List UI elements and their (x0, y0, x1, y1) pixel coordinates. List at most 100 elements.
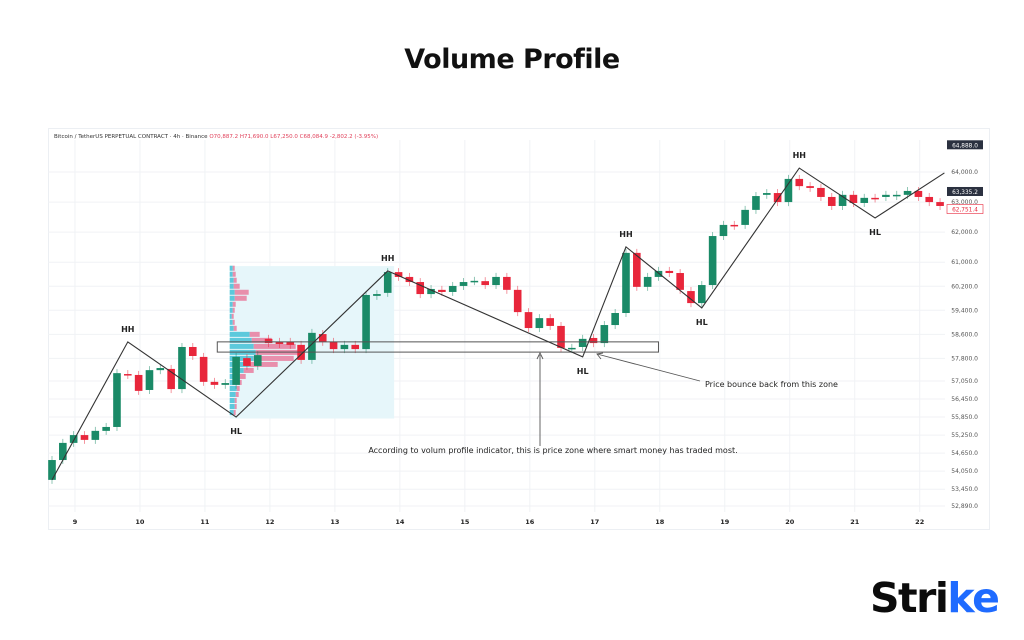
candle-down (286, 341, 295, 345)
x-tick-label: 21 (850, 518, 860, 526)
candle-down (188, 346, 197, 357)
volume-profile-bar-down (251, 337, 272, 343)
volume-profile-bar-up (229, 265, 233, 271)
candle-down (405, 276, 414, 283)
candle-up (102, 426, 110, 431)
volume-profile-bar-down (249, 331, 260, 337)
swing-label-hh: HH (381, 254, 394, 263)
annotation-price-bounce: Price bounce back from this zone (705, 380, 838, 389)
candle-up (600, 325, 609, 344)
candle-up (69, 435, 78, 443)
swing-label-hh: HH (619, 230, 632, 239)
candle-up (698, 285, 706, 304)
candle-down (676, 273, 684, 290)
y-tick-label: 54,650.0 (951, 450, 978, 457)
volume-profile-bar-down (233, 283, 240, 289)
candle-down (589, 337, 598, 344)
candle-down (264, 338, 273, 344)
candle-up (838, 194, 847, 206)
y-tick-label: 57,800.0 (951, 355, 978, 362)
smart-money-zone-box (216, 341, 659, 353)
y-tick-label: 59,400.0 (951, 307, 978, 314)
candle-down (167, 368, 175, 390)
volume-profile-bar-up (229, 343, 254, 349)
candle-down (318, 334, 327, 342)
volume-profile-bar-up (229, 410, 234, 416)
candle-down (438, 289, 446, 292)
candle-up (448, 285, 457, 292)
volume-profile-bar-down (232, 265, 235, 271)
swing-label-hl: HL (869, 228, 881, 237)
y-tick-label: 53,450.0 (951, 486, 978, 493)
candle-down (730, 224, 739, 227)
candle-down (394, 272, 403, 277)
volume-profile-bar-down (249, 361, 278, 367)
arrow-head-icon (536, 351, 544, 360)
volume-profile-bar-up (229, 307, 233, 313)
candle-down (124, 374, 132, 376)
price-badge (947, 140, 983, 150)
y-tick-label: 56,450.0 (951, 396, 978, 403)
price-badge-label: 63,335.2 (952, 190, 978, 196)
volume-profile-bar-up (229, 313, 232, 319)
candle-up (752, 196, 760, 210)
volume-profile-bar-up (229, 289, 235, 295)
y-tick-label: 57,050.0 (951, 378, 978, 385)
volume-profile-bar-up (229, 271, 233, 277)
y-tick-label: 58,600.0 (951, 331, 978, 338)
close-value: C68,084.9 (299, 134, 328, 140)
zigzag-line (51, 167, 945, 481)
candle-up (91, 430, 100, 440)
candle-down (827, 196, 836, 206)
candle-up (568, 347, 576, 350)
candle-up (59, 442, 67, 461)
volume-profile-bar-down (234, 404, 237, 410)
x-tick-label: 15 (460, 518, 470, 526)
volume-profile-bar-up (229, 385, 237, 391)
x-tick-label: 13 (330, 518, 339, 526)
candle-up (882, 194, 890, 197)
swing-label-hl: HL (230, 427, 242, 436)
volume-profile-bar-down (232, 271, 236, 277)
x-tick-label: 14 (395, 518, 405, 526)
price-badge (946, 204, 984, 214)
candle-down (503, 276, 511, 290)
candle-down (275, 341, 284, 344)
candle-up (156, 368, 165, 371)
candle-up (784, 178, 793, 203)
volume-profile-bar-down (233, 410, 236, 416)
logo-text-main: Stri (870, 574, 949, 622)
strike-logo: Strike (870, 574, 1000, 622)
arrow-head-icon (596, 352, 604, 360)
volume-profile-bar-up (229, 295, 235, 301)
volume-profile-bar-up (229, 397, 235, 404)
candle-up (654, 270, 663, 277)
candle-up (383, 272, 392, 293)
candle-up (492, 276, 500, 286)
candle-up (860, 197, 869, 203)
volume-profile-bar-down (253, 355, 294, 361)
volume-profile-bar-down (233, 277, 237, 283)
x-tick-label: 20 (785, 518, 795, 526)
candle-up (145, 370, 154, 390)
swing-label-hl: HL (696, 318, 708, 327)
candle-down (199, 356, 208, 382)
chart-frame (48, 128, 990, 530)
candle-down (633, 252, 641, 287)
y-tick-label: 62,000.0 (951, 229, 978, 236)
y-tick-label: 60,200.0 (951, 283, 978, 290)
candle-up (470, 280, 479, 283)
candle-up (221, 383, 230, 385)
x-tick-label: 11 (200, 518, 210, 526)
high-value: H71,690.0 (239, 134, 269, 140)
candle-up (578, 338, 587, 347)
candle-up (762, 193, 771, 195)
candle-down (243, 358, 251, 366)
x-tick-label: 10 (135, 518, 145, 526)
volume-profile-bar-down (231, 313, 234, 319)
volume-profile-bar-up (229, 301, 233, 307)
y-tick-label: 63,000.0 (951, 199, 978, 206)
price-badge (947, 186, 983, 196)
y-tick-label: 61,000.0 (951, 259, 978, 266)
